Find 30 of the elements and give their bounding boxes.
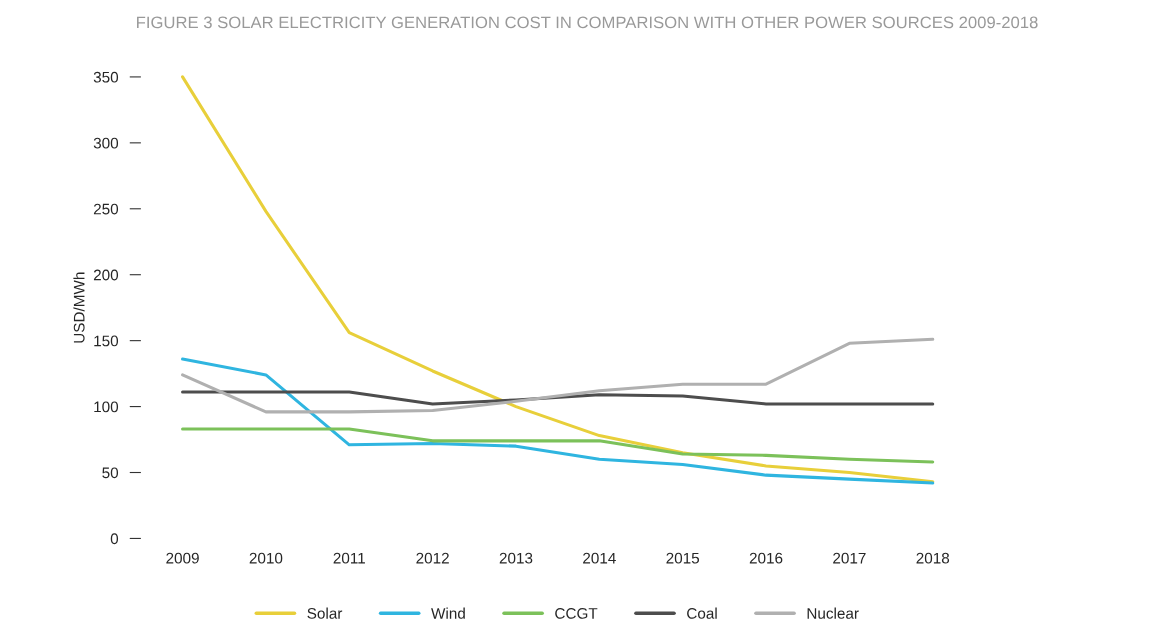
x-tick-label: 2010 — [249, 552, 283, 564]
y-tick-label: 200 — [93, 269, 119, 281]
x-tick-label: 2016 — [749, 552, 783, 564]
legend-label: Solar — [307, 607, 343, 619]
line-series — [181, 75, 935, 484]
line-series — [181, 390, 935, 406]
y-tick-label: 150 — [94, 335, 119, 347]
legend-label: CCGT — [555, 607, 598, 619]
x-tick-label: 2012 — [416, 552, 449, 564]
legend-label: Wind — [431, 607, 465, 619]
line-series — [181, 427, 935, 464]
x-tick-label: 2018 — [916, 552, 950, 564]
y-tick-label: 100 — [94, 401, 119, 413]
line-series — [181, 337, 935, 414]
legend-label: Coal — [687, 607, 717, 619]
y-tick-label: 250 — [93, 203, 119, 215]
chart-title: FIGURE 3 SOLAR ELECTRICITY GENERATION COST IN COMPARISON WITH OTHER POWER SOURCES 2009-2018 — [137, 16, 1038, 29]
x-tick-label: 2011 — [333, 552, 365, 564]
y-tick-label: 50 — [102, 467, 119, 479]
legend-label: Nuclear — [807, 607, 859, 619]
x-tick-label: 2013 — [499, 552, 533, 564]
x-tick-label: 2014 — [583, 552, 616, 564]
y-tick-label: 350 — [93, 71, 119, 83]
line-series — [181, 357, 935, 485]
y-axis-title: USD/MWh — [73, 272, 85, 343]
x-tick-label: 2015 — [666, 552, 700, 564]
y-tick-label: 300 — [93, 137, 119, 149]
y-tick-label: 0 — [110, 533, 119, 545]
x-tick-label: 2009 — [166, 552, 199, 564]
x-tick-label: 2017 — [833, 552, 866, 564]
